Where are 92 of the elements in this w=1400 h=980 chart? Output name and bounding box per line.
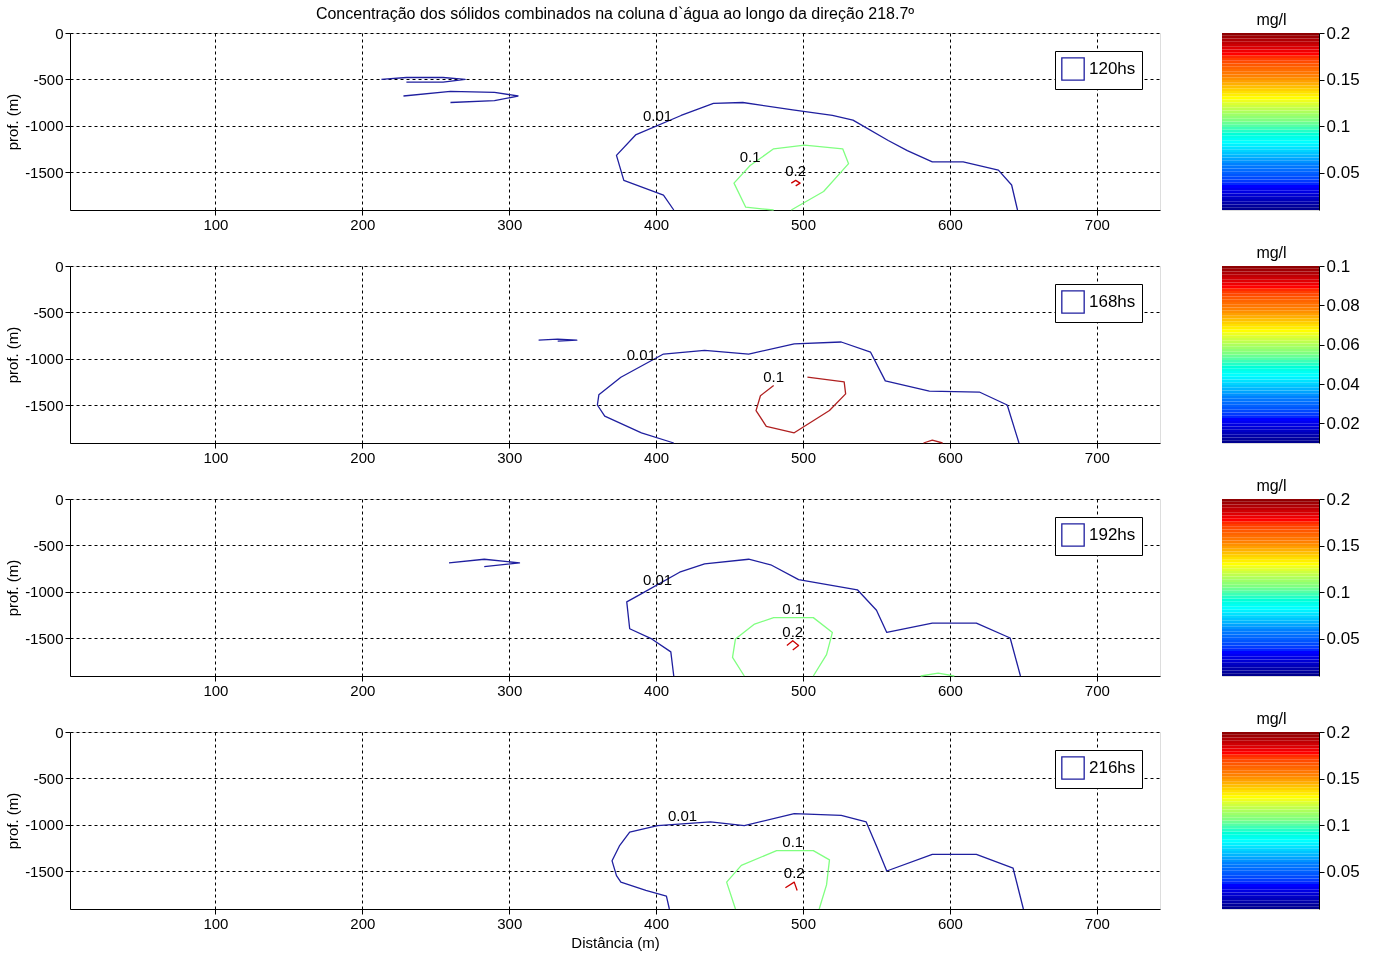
x-tick-label: 400: [644, 914, 670, 932]
y-axis-title: prof. (m): [4, 93, 22, 151]
color-bar-label: 0.02: [1326, 413, 1360, 433]
chart-title: Concentração dos sólidos combinados na coluna d`água ao longo da direção 218.7º: [315, 5, 915, 22]
x-tick-label: 300: [497, 448, 523, 466]
line-series: [615, 101, 1019, 211]
x-tick-label: 100: [203, 448, 229, 466]
y-tick-label: -1500: [25, 396, 64, 414]
y-tick-label: 0: [55, 723, 64, 741]
legend-label: 216hs: [1089, 758, 1136, 777]
y-tick-label: -1000: [25, 117, 64, 135]
legend-label: 192hs: [1089, 525, 1136, 544]
line-series: [402, 90, 519, 104]
color-bar-title: mg/l: [1256, 476, 1287, 494]
x-tick-label: 100: [203, 914, 229, 932]
x-tick-label: 100: [203, 215, 229, 233]
color-bar-title: mg/l: [1256, 709, 1287, 727]
color-bar-label: 0.05: [1326, 163, 1360, 183]
x-tick-label: 600: [937, 681, 963, 699]
x-tick-label: 700: [1084, 448, 1110, 466]
annotation: 0.2: [783, 864, 805, 882]
y-tick-label: -1000: [25, 816, 64, 834]
color-bar-title: mg/l: [1256, 10, 1287, 28]
annotation: 0.01: [667, 807, 698, 825]
x-tick-label: 600: [937, 914, 963, 932]
x-tick-label: 200: [350, 215, 376, 233]
color-bar-label: 0.15: [1326, 769, 1360, 789]
x-tick-label: 400: [644, 448, 670, 466]
x-tick-label: 700: [1084, 681, 1110, 699]
y-tick-label: -500: [33, 303, 64, 321]
color-bar-label: 0.1: [1326, 815, 1351, 835]
x-tick-label: 200: [350, 681, 376, 699]
x-tick-label: 300: [497, 914, 523, 932]
color-bar-title: mg/l: [1256, 243, 1287, 261]
y-tick-label: -500: [33, 70, 64, 88]
y-axis-title: prof. (m): [4, 326, 22, 384]
y-axis-title: prof. (m): [4, 559, 22, 617]
color-bar-label: 0.2: [1326, 23, 1351, 43]
color-bar-label: 0.1: [1326, 116, 1351, 136]
color-bar-label: 0.08: [1326, 295, 1360, 315]
color-bar-label: 0.2: [1326, 722, 1351, 742]
color-bar-label: 0.05: [1326, 629, 1360, 649]
y-tick-label: -1500: [25, 163, 64, 181]
color-bar-label: 0.05: [1326, 862, 1360, 882]
y-tick-label: 0: [55, 24, 64, 42]
annotation: 0.01: [626, 346, 657, 364]
annotation: 0.1: [782, 832, 804, 850]
annotation: 0.1: [782, 599, 804, 617]
annotation: 0.1: [763, 367, 785, 385]
line-series: [596, 341, 1020, 444]
line-series: [611, 812, 1025, 910]
x-tick-label: 500: [791, 215, 817, 233]
color-bar-label: 0.1: [1326, 582, 1351, 602]
color-bar-label: 0.2: [1326, 489, 1351, 509]
y-tick-label: -1500: [25, 862, 64, 880]
x-tick-label: 300: [497, 215, 523, 233]
x-tick-label: 300: [497, 681, 523, 699]
x-tick-label: 200: [350, 914, 376, 932]
annotation: 0.1: [739, 147, 761, 165]
line-series: [731, 616, 834, 677]
annotation: 0.2: [782, 622, 804, 640]
line-series: [725, 849, 831, 910]
y-tick-label: 0: [55, 257, 64, 275]
line-series: [733, 144, 850, 211]
y-axis-title: prof. (m): [4, 792, 22, 850]
legend-label: 168hs: [1089, 292, 1136, 311]
color-bar-label: 0.15: [1326, 536, 1360, 556]
x-tick-label: 600: [937, 448, 963, 466]
annotation: 0.01: [643, 107, 673, 125]
x-tick-label: 700: [1084, 215, 1110, 233]
x-tick-label: 600: [937, 215, 963, 233]
legend-label: 120hs: [1089, 59, 1136, 78]
y-tick-label: -1000: [25, 583, 64, 601]
y-tick-label: -1500: [25, 629, 64, 647]
x-tick-label: 400: [644, 215, 670, 233]
color-bar-label: 0.06: [1326, 335, 1360, 355]
x-tick-label: 400: [644, 681, 670, 699]
color-bar-label: 0.04: [1326, 374, 1360, 394]
x-tick-label: 500: [791, 448, 817, 466]
x-axis-title: Distância (m): [571, 933, 660, 951]
x-tick-label: 500: [791, 914, 817, 932]
color-bar-label: 0.1: [1326, 256, 1351, 276]
y-tick-label: -500: [33, 769, 64, 787]
x-tick-label: 100: [203, 681, 229, 699]
x-tick-label: 500: [791, 681, 817, 699]
line-series: [626, 558, 1022, 677]
x-tick-label: 700: [1084, 914, 1110, 932]
color-bar-label: 0.15: [1326, 70, 1360, 90]
y-tick-label: -500: [33, 536, 64, 554]
x-tick-label: 200: [350, 448, 376, 466]
y-tick-label: 0: [55, 490, 64, 508]
y-tick-label: -1000: [25, 350, 64, 368]
